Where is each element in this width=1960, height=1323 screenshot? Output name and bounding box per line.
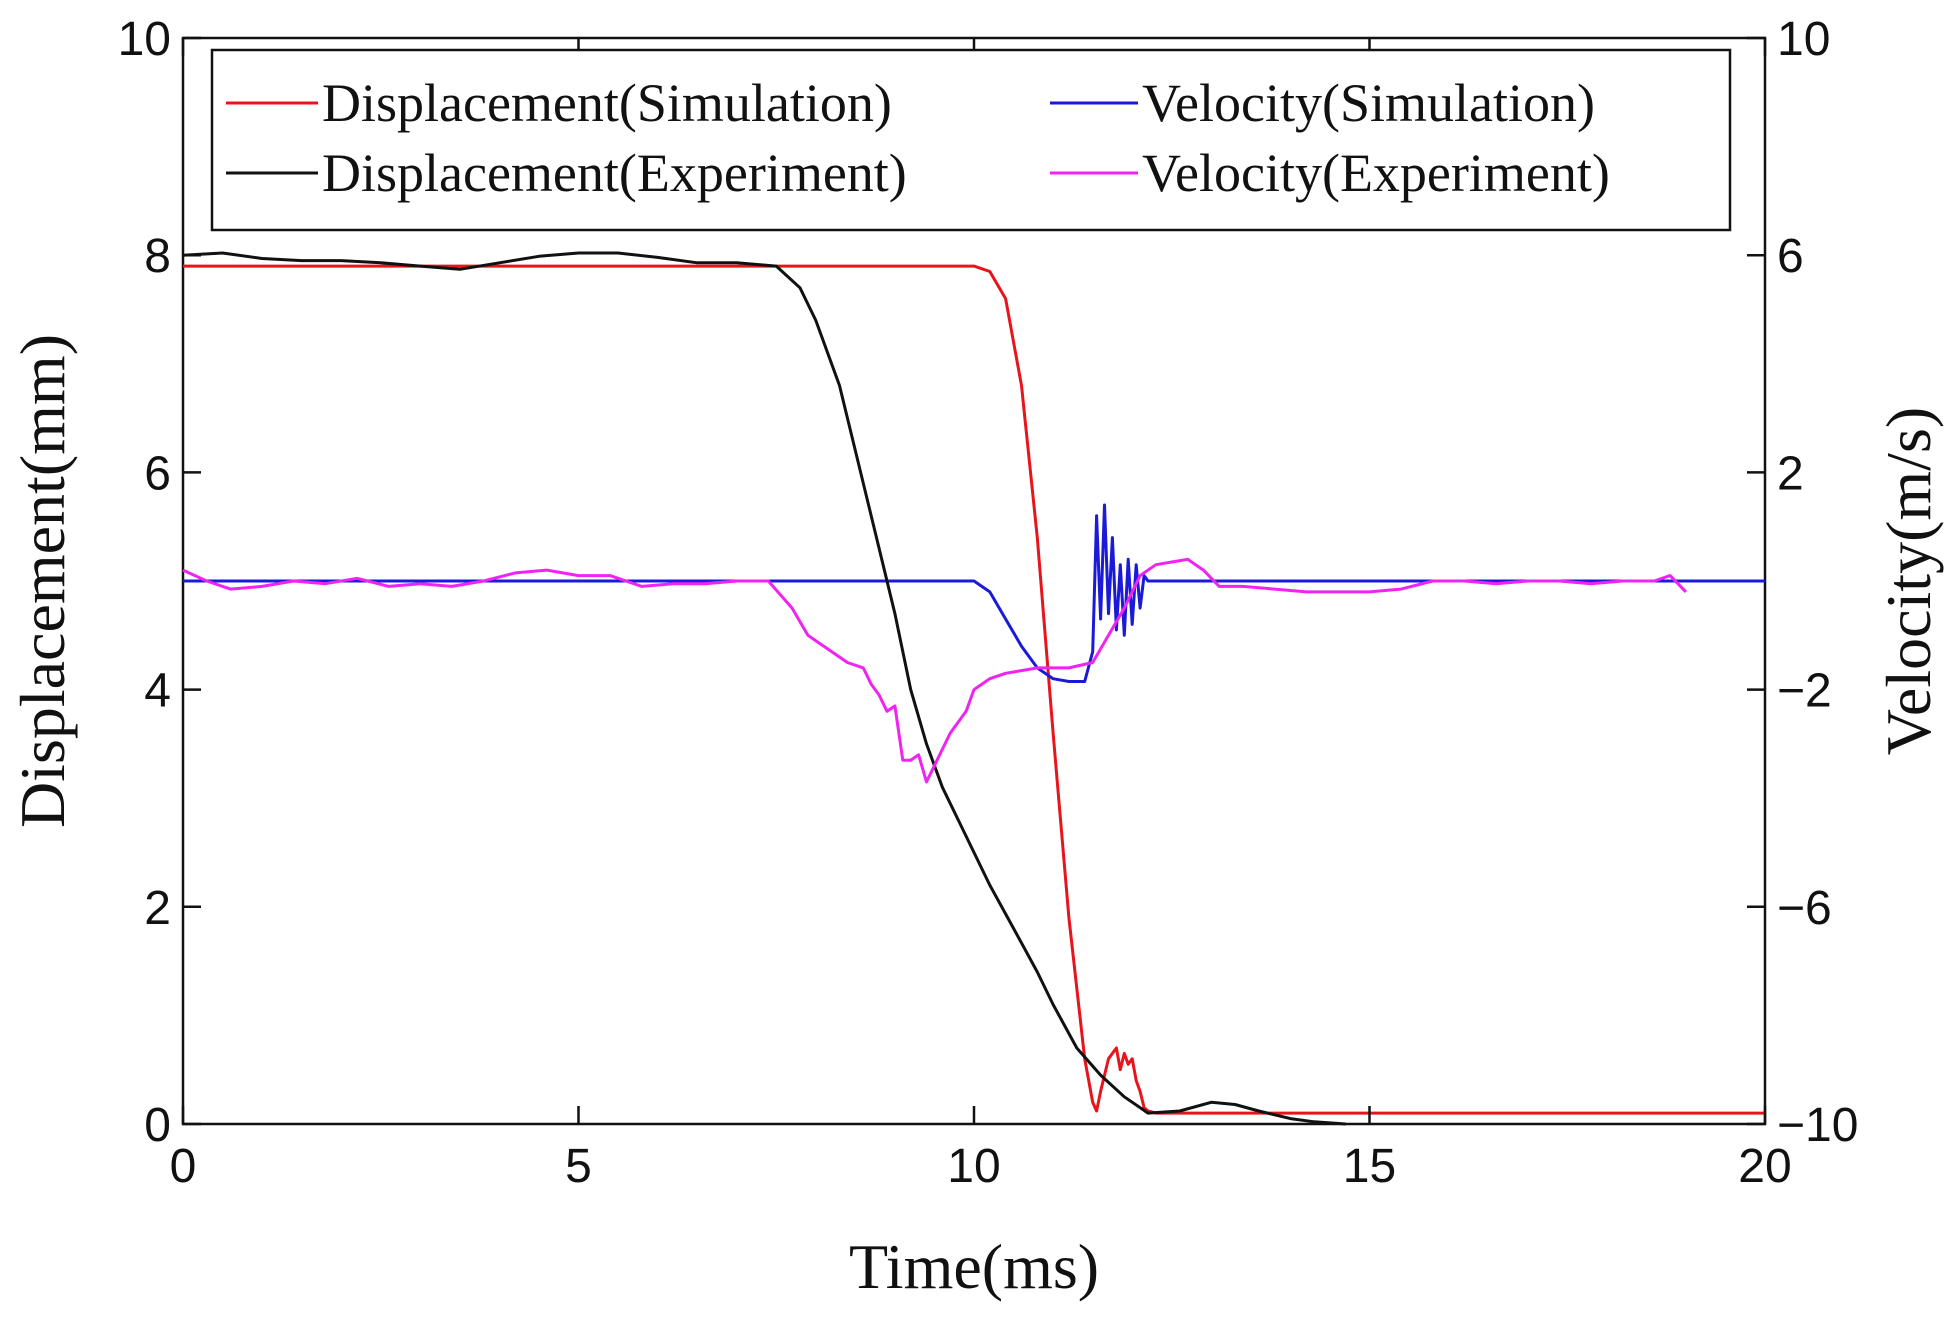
y2-tick-label: −2 [1777,665,1832,718]
legend-label-displacement-experiment: Displacement(Experiment) [322,143,907,203]
y2-tick-label: −10 [1777,1099,1858,1152]
x-tick-label: 5 [565,1140,592,1193]
series-line-displacement-simulation [183,264,1765,1115]
legend-box [210,48,1732,232]
y-tick-label: 6 [144,447,171,500]
y-tick-label: 8 [144,230,171,283]
y-tick-label: 0 [144,1099,171,1152]
y-tick-label: 10 [118,13,171,66]
series-line-velocity-experiment [182,557,1687,784]
y2-axis-title: Velocity(m/s) [1873,407,1944,755]
series-layer [182,251,1765,1126]
y2-tick-label: 10 [1777,13,1830,66]
x-tick-label: 0 [170,1140,197,1193]
series-line-velocity-simulation [183,503,1765,683]
y-tick-label: 4 [144,665,171,718]
series-line-displacement-experiment [182,251,1346,1126]
x-axis-title: Time(ms) [849,1231,1099,1302]
x-tick-label: 20 [1738,1140,1791,1193]
legend: Displacement(Simulation) Velocity(Simula… [210,48,1732,232]
x-tick-label: 15 [1343,1140,1396,1193]
legend-label-displacement-simulation: Displacement(Simulation) [322,73,892,133]
y-tick-label: 2 [144,882,171,935]
legend-label-velocity-simulation: Velocity(Simulation) [1142,73,1595,133]
y-axis-title: Displacement(mm) [7,334,78,828]
tick-layer: 0 5 10 15 20 0 2 4 6 8 10 −10 −6 −2 2 6 10 [118,13,1859,1193]
y2-tick-label: −6 [1777,882,1832,935]
x-tick-label: 10 [947,1140,1000,1193]
y2-tick-label: 6 [1777,230,1804,283]
y2-tick-label: 2 [1777,447,1804,500]
legend-label-velocity-experiment: Velocity(Experiment) [1142,143,1610,203]
